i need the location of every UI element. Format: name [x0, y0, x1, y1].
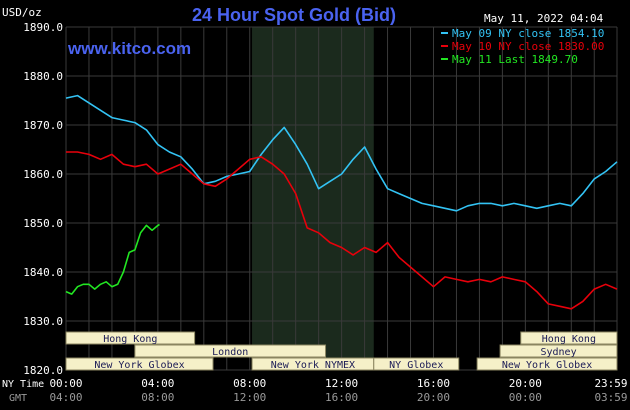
x-row1-label: NY Time [2, 379, 44, 390]
session-bar [520, 331, 618, 345]
series-line [65, 223, 160, 295]
session-bar [476, 357, 618, 371]
session-label: Sydney [540, 347, 576, 358]
session-label: Hong Kong [542, 334, 596, 345]
y-unit-label: USD/oz [2, 6, 42, 19]
legend-entry: May 11 Last 1849.70 [452, 53, 578, 66]
y-tick-label: 1850.0 [23, 217, 63, 230]
y-axis-ticks: 1890.0 1880.0 1870.0 1860.0 1850.0 1840.0 1830… [23, 21, 63, 377]
date-label: May 11, 2022 04:04 [484, 12, 604, 25]
session-label: Hong Kong [103, 334, 157, 345]
y-tick-label: 1830.0 [23, 315, 63, 328]
x-tick-label-ny: 04:00 [141, 377, 174, 390]
x-tick-label-gmt: 20:00 [417, 391, 450, 404]
session-bar [499, 344, 618, 358]
price-series [65, 94, 618, 310]
session-bar [65, 357, 214, 371]
x-tick-label-ny: 23:59 [594, 377, 627, 390]
series-line [65, 94, 618, 212]
legend-entry: May 10 NY close 1830.00 [452, 40, 604, 53]
session-label: New York Globex [94, 360, 184, 371]
market-session-bars: Hong Kong London New York Globex New York N… [65, 331, 618, 371]
series-line [66, 151, 618, 310]
chart-title: 24 Hour Spot Gold (Bid) [192, 5, 396, 25]
y-tick-label: 1890.0 [23, 21, 63, 34]
website-label: www.kitco.com [67, 39, 191, 58]
x-tick-label-ny: 20:00 [509, 377, 542, 390]
x-axis-ticks: 00:0004:0004:0008:0008:0012:0012:0016:00… [49, 377, 627, 404]
x-tick-label-gmt: 03:59 [594, 391, 627, 404]
x-tick-label-ny: 12:00 [325, 377, 358, 390]
x-tick-label-ny: 08:00 [233, 377, 266, 390]
x-tick-label-gmt: 04:00 [49, 391, 82, 404]
session-bar [65, 331, 196, 345]
session-bar [134, 344, 327, 358]
y-tick-label: 1840.0 [23, 266, 63, 279]
session-label: London [212, 347, 248, 358]
x-tick-label-gmt: 00:00 [509, 391, 542, 404]
y-tick-label: 1880.0 [23, 70, 63, 83]
x-tick-label-ny: 00:00 [49, 377, 82, 390]
legend-entry: May 09 NY close 1854.10 [452, 27, 604, 40]
x-tick-label-gmt: 08:00 [141, 391, 174, 404]
x-row2-label: GMT [9, 393, 27, 404]
x-tick-label-gmt: 12:00 [233, 391, 266, 404]
x-tick-label-ny: 16:00 [417, 377, 450, 390]
y-tick-label: 1820.0 [23, 364, 63, 377]
session-bar [373, 357, 460, 371]
session-label: New York Globex [502, 360, 592, 371]
x-tick-label-gmt: 16:00 [325, 391, 358, 404]
session-label: New York NYMEX [271, 360, 355, 371]
y-tick-label: 1870.0 [23, 119, 63, 132]
y-tick-label: 1860.0 [23, 168, 63, 181]
trading-hours-highlight [252, 27, 374, 370]
session-label: NY Globex [389, 360, 443, 371]
